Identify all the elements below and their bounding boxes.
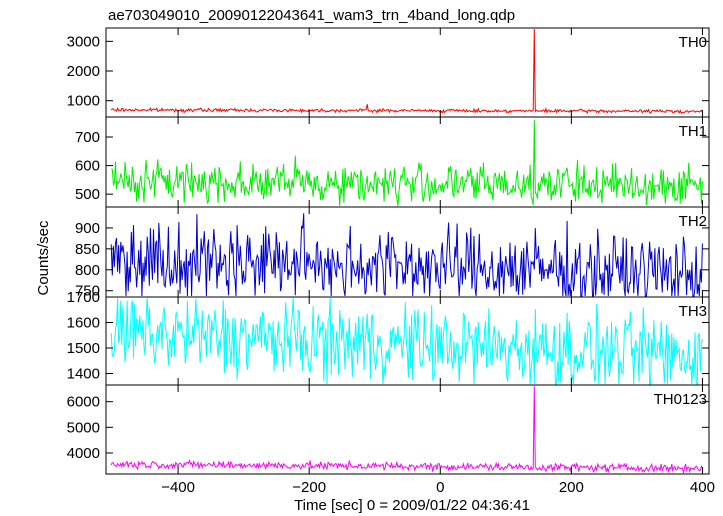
panel-th3: 1400 1500 1600 1700 TH3 [67,289,710,386]
y-tick-label: 850 [75,241,100,258]
x-axis-title: Time [sec] 0 = 2009/01/22 04:36:41 [294,497,530,514]
y-tick-label: 3000 [67,33,100,50]
y-tick-label: 6000 [67,394,100,411]
panel-frame [105,27,710,118]
panel-th0123: 4000 5000 6000 TH0123 [67,384,710,475]
panels-group: 1000 2000 3000 TH0 500 600 700 TH1 750 800 850 900 T… [67,27,710,475]
panel-th0: 1000 2000 3000 TH0 [67,27,710,118]
y-tick-label: 600 [75,158,100,175]
series-line-th0 [110,28,703,115]
x-tick-label: 400 [690,479,715,496]
y-tick-label: 1000 [67,93,100,110]
y-tick-label: 1400 [67,366,100,383]
panel-label: TH0123 [654,391,707,408]
panel-th1: 500 600 700 TH1 [75,116,710,208]
panel-frame [105,384,710,475]
y-tick-label: 5000 [67,419,100,436]
y-tick-label: 1500 [67,340,100,357]
y-tick-label: 750 [75,283,100,300]
y-tick-label: 800 [75,262,100,279]
panel-label: TH1 [679,123,707,140]
y-tick-label: 900 [75,220,100,237]
x-tick-label: 200 [559,479,584,496]
y-tick-label: 4000 [67,445,100,462]
x-tick-label: −200 [292,479,326,496]
y-tick-label: 2000 [67,63,100,80]
panel-th2: 750 800 850 900 TH2 [75,206,710,300]
series-line-th3 [110,297,703,385]
series-line-th0123 [110,386,703,474]
y-tick-label: 1600 [67,315,100,332]
series-line-th1 [111,119,703,207]
panel-label: TH0 [679,34,707,51]
y-tick-label: 1700 [67,289,100,306]
panel-label: TH2 [679,213,707,230]
series-line-th2 [110,213,703,297]
x-axis: −400 −200 0 200 400 [161,479,715,496]
panel-label: TH3 [679,303,707,320]
y-axis-title: Counts/sec [35,220,52,296]
y-tick-label: 500 [75,186,100,203]
x-tick-label: 0 [436,479,444,496]
x-tick-label: −400 [161,479,195,496]
y-tick-label: 700 [75,129,100,146]
chart-title: ae703049010_20090122043641_wam3_trn_4ban… [108,7,515,24]
panel-frame [105,116,710,208]
